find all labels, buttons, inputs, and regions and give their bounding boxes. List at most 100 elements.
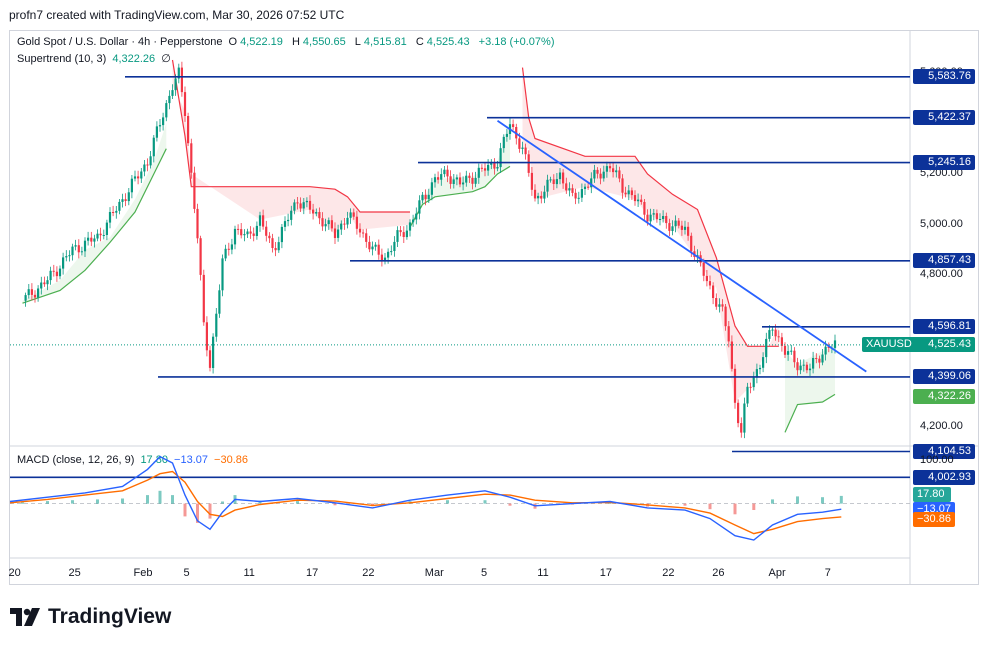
- candle-body: [80, 251, 83, 253]
- candle-body: [177, 67, 180, 79]
- candle-body: [605, 166, 608, 172]
- candle-body: [337, 229, 340, 238]
- supertrend-value: 4,322.26: [112, 53, 156, 65]
- candle-body: [549, 179, 552, 181]
- macd-hist-bar-6: [158, 490, 162, 504]
- time-axis-tick-0: 20: [8, 567, 21, 579]
- candle-body: [593, 169, 596, 179]
- candle-body: [665, 216, 668, 224]
- candle-body: [733, 368, 737, 403]
- legend-open: O 4,522.19: [228, 36, 283, 48]
- macd-hist-bar-18: [446, 500, 449, 504]
- candle-body: [396, 230, 399, 242]
- descending-trendline: [496, 120, 867, 373]
- candle-body: [374, 244, 377, 247]
- legend-close: C 4,525.43: [415, 36, 470, 48]
- candle-body: [677, 220, 680, 226]
- candle-body: [283, 221, 287, 227]
- macd-legend[interactable]: MACD (close, 12, 26, 9) 17.80 −13.07 −30…: [17, 454, 251, 466]
- level-tag-2: 5,245.16: [913, 155, 975, 171]
- candle-body: [262, 215, 265, 227]
- candle-body: [412, 219, 415, 223]
- candle-body: [340, 223, 343, 230]
- candle-body: [518, 138, 521, 149]
- candle-body: [108, 212, 112, 223]
- candle-body: [58, 268, 62, 277]
- macd-signal-tag: −30.86: [913, 511, 955, 527]
- candle-body: [483, 168, 487, 171]
- macd-hist-bar-29: [771, 499, 774, 504]
- supertrend-down-fill-0: [172, 60, 410, 235]
- candle-body: [780, 337, 783, 346]
- candle-body: [749, 386, 752, 388]
- chart-credit: profn7 created with TradingView.com, Mar…: [9, 8, 345, 22]
- candle-body: [383, 257, 387, 261]
- candle-body: [612, 168, 615, 173]
- level-tag-1: 5,422.37: [913, 110, 975, 126]
- time-axis-tick-1: 25: [68, 567, 81, 579]
- candle-body: [99, 233, 102, 236]
- candle-body: [437, 177, 440, 180]
- candle-body: [621, 178, 624, 193]
- candle-body: [418, 200, 421, 214]
- candle-body: [487, 164, 490, 171]
- supertrend-down-line-0: [171, 59, 410, 213]
- time-axis-tick-6: 22: [362, 567, 375, 579]
- candle-body: [165, 103, 168, 118]
- candle-body: [505, 133, 508, 137]
- time-axis-tick-11: 22: [662, 567, 675, 579]
- time-axis-tick-7: Mar: [424, 567, 444, 579]
- candle-body: [574, 192, 577, 199]
- candle-body: [480, 167, 483, 169]
- candle-body: [643, 202, 646, 215]
- supertrend-down-line-1: [521, 67, 779, 347]
- candle-body: [746, 386, 749, 404]
- level-tag-3: 4,857.43: [913, 253, 975, 269]
- candle-body: [349, 212, 352, 218]
- macd-hist-bar-27: [733, 503, 737, 515]
- macd-label: MACD (close, 12, 26, 9): [17, 454, 135, 466]
- macd-hist-bar-23: [608, 502, 612, 504]
- candle-body: [783, 345, 787, 355]
- candle-body: [637, 199, 640, 202]
- candle-body: [527, 154, 530, 173]
- candle-body: [771, 329, 774, 331]
- candle-body: [452, 179, 455, 184]
- candle-body: [471, 177, 474, 184]
- candle-body: [558, 172, 562, 180]
- macd-hist-bar-11: [221, 501, 224, 504]
- candle-body: [274, 248, 277, 251]
- macd-legend-signal: −30.86: [214, 454, 248, 466]
- candle-body: [365, 233, 368, 242]
- macd-hist-bar-28: [752, 503, 756, 510]
- time-axis-tick-2: Feb: [133, 567, 153, 579]
- tradingview-wordmark: TradingView: [48, 605, 172, 628]
- legend-low: L 4,515.81: [354, 36, 407, 48]
- candle-body: [277, 242, 280, 251]
- candle-body: [93, 238, 96, 242]
- candle-body: [687, 226, 690, 236]
- candle-body: [587, 186, 590, 188]
- macd-hist-bar-1: [46, 501, 49, 504]
- candle-body: [774, 329, 777, 337]
- macd-hist-bar-31: [821, 497, 824, 504]
- candle-body: [405, 230, 408, 238]
- candle-body: [193, 172, 196, 209]
- candle-body: [387, 251, 390, 258]
- supertrend-legend[interactable]: Supertrend (10, 3) 4,322.26 ∅: [17, 52, 174, 65]
- candle-body: [599, 173, 602, 179]
- candle-body: [793, 350, 796, 363]
- candle-body: [205, 322, 208, 351]
- candle-body: [393, 241, 396, 251]
- macd-hist-bar-4: [121, 498, 124, 504]
- candle-body: [190, 143, 193, 173]
- candle-body: [65, 256, 68, 258]
- candle-body: [630, 190, 633, 196]
- candle-body: [358, 228, 362, 233]
- tradingview-logo[interactable]: TradingView: [10, 605, 171, 629]
- candle-body: [649, 214, 652, 222]
- candle-body: [537, 195, 540, 199]
- candle-body: [499, 148, 502, 168]
- candle-body: [265, 226, 268, 236]
